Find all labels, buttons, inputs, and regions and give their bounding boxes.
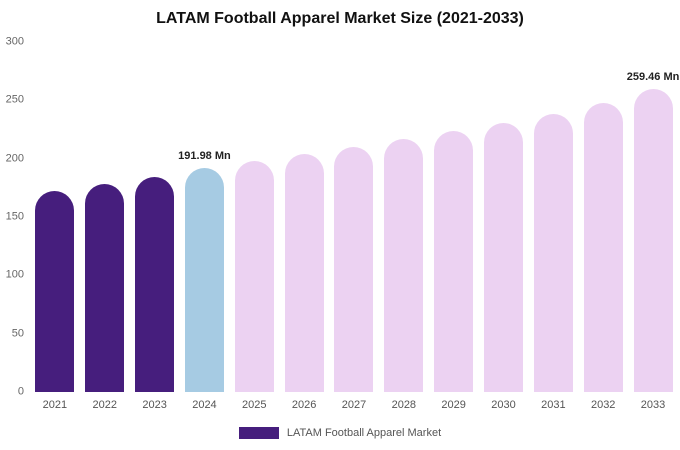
bars: 191.98 Mn 259.46 Mn	[30, 42, 680, 392]
x-axis: 2021 2022 2023 2024 2025 2026 2027 2028 2029 2030…	[30, 399, 678, 411]
bar-slot	[329, 147, 379, 392]
bar-2031	[533, 113, 573, 392]
legend-swatch	[238, 427, 279, 439]
bar-2021	[35, 191, 75, 392]
bar-slot	[80, 184, 130, 392]
bar-2029	[434, 131, 474, 392]
x-tick-label: 2032	[590, 399, 616, 411]
x-tick-label: 2031	[541, 399, 566, 411]
y-tick-label: 50	[11, 327, 24, 340]
x-tick-label: 2027	[341, 399, 367, 411]
bar-slot	[429, 131, 479, 392]
bar-slot	[229, 161, 279, 392]
bar-slot	[528, 113, 578, 392]
chart-title: LATAM Football Apparel Market Size (2021…	[156, 10, 524, 27]
y-tick-label: 150	[5, 210, 24, 223]
x-tick-label: 2028	[391, 399, 417, 411]
bar-2026	[284, 154, 324, 392]
bar-value-label: 259.46 Mn	[626, 71, 680, 84]
bar-2033	[633, 89, 673, 392]
x-tick-label: 2033	[640, 399, 666, 411]
y-tick-label: 0	[17, 385, 24, 398]
bar-slot	[279, 154, 329, 392]
bar-2025	[234, 161, 274, 392]
bar-slot	[479, 123, 529, 392]
bar-2032	[583, 103, 623, 392]
bar-slot	[578, 103, 628, 392]
x-tick-label: 2022	[92, 399, 117, 411]
legend-label: LATAM Football Apparel Market	[286, 427, 442, 439]
bar-value-label: 191.98 Mn	[178, 150, 231, 163]
bar-2023	[135, 177, 175, 392]
y-axis: 0 50 100 150 200 250 300	[0, 36, 26, 397]
y-tick-label: 100	[5, 268, 24, 281]
y-tick-label: 200	[5, 152, 24, 165]
bar-2024	[184, 168, 224, 392]
x-tick-label: 2024	[192, 399, 217, 411]
bar-slot: 259.46 Mn	[626, 71, 680, 392]
y-tick-label: 300	[5, 35, 24, 48]
x-tick-label: 2025	[242, 399, 267, 411]
bar-2027	[334, 147, 374, 392]
bar-slot	[379, 139, 429, 392]
x-tick-label: 2026	[291, 399, 317, 411]
x-tick-label: 2023	[142, 399, 167, 411]
legend: LATAM Football Apparel Market	[0, 427, 680, 439]
bar-slot	[30, 191, 80, 392]
bar-slot	[130, 177, 180, 392]
bar-2030	[484, 123, 524, 392]
x-tick-label: 2030	[491, 399, 516, 411]
bar-2022	[85, 184, 125, 392]
x-tick-label: 2021	[42, 399, 68, 411]
bar-slot: 191.98 Mn	[178, 150, 231, 392]
y-tick-label: 250	[5, 93, 24, 106]
x-tick-label: 2029	[441, 399, 466, 411]
plot-area: 0 50 100 150 200 250 300 191.98 Mn 259.46 Mn	[0, 36, 680, 397]
bar-2028	[384, 139, 424, 392]
